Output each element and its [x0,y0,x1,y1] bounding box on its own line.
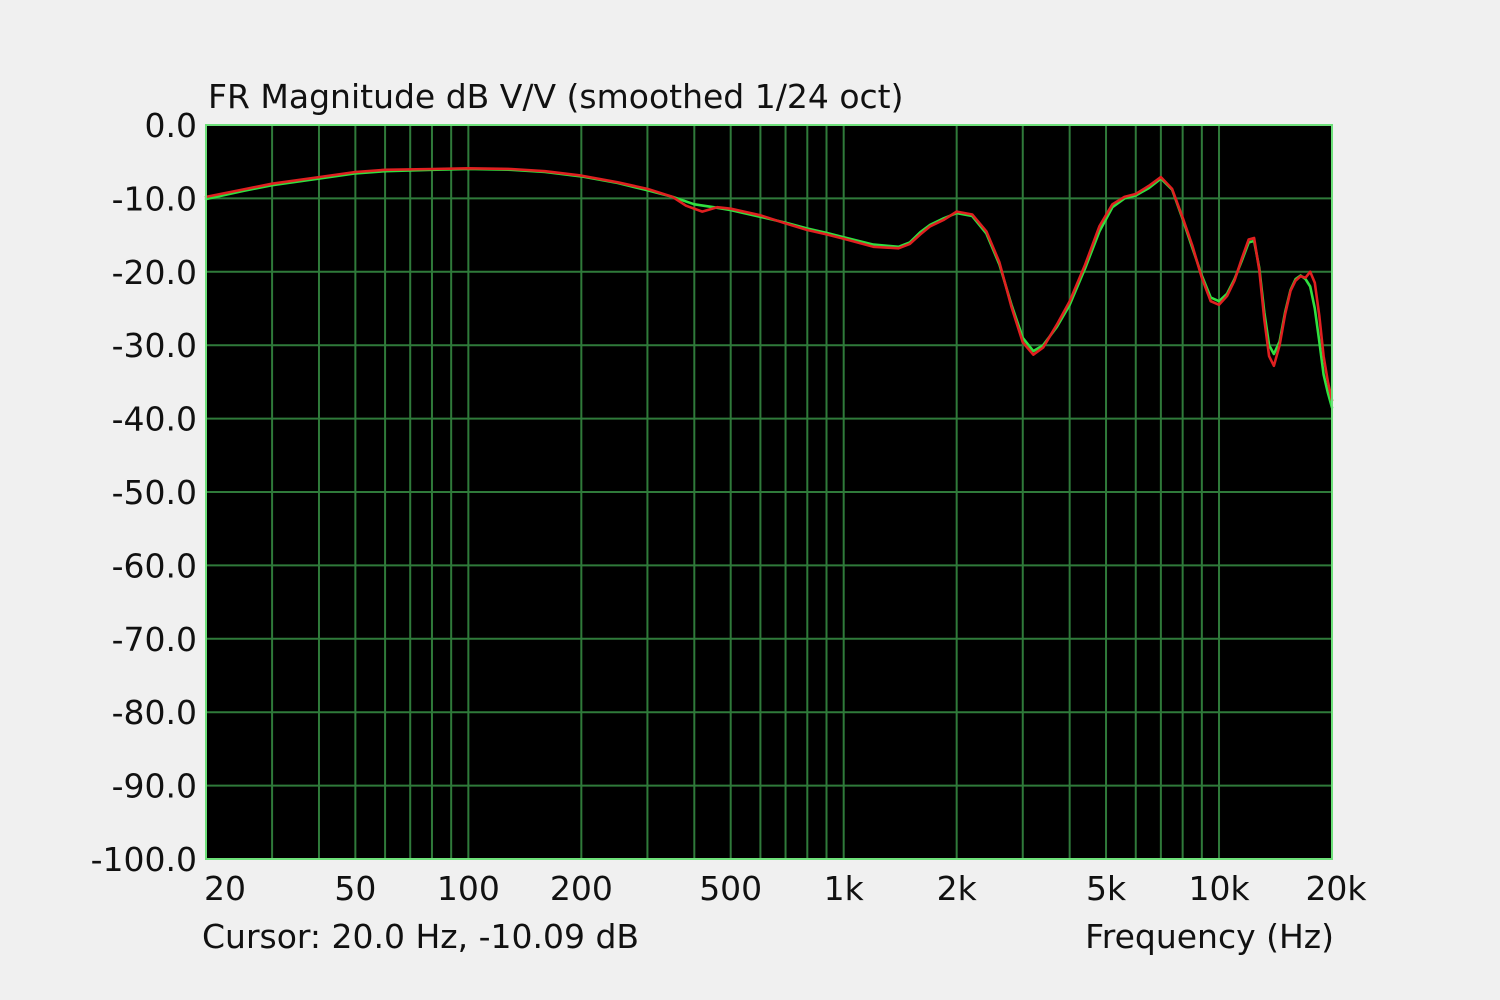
x-tick-label: 5k [1086,869,1127,908]
y-tick-label: -50.0 [112,473,197,512]
grid-lines [205,124,1333,860]
x-axis-label: Frequency (Hz) [1085,917,1334,956]
x-tick-label: 10k [1188,869,1250,908]
y-tick-label: -30.0 [112,326,197,365]
x-tick-label: 100 [437,869,500,908]
y-tick-label: -60.0 [112,546,197,585]
plot-frame [205,124,1333,860]
y-tick-label: -20.0 [112,253,197,292]
x-tick-labels: 20 50 100 200 500 1k 2k 5k 10k 20k [204,869,1367,908]
x-tick-label: 1k [824,869,865,908]
series-layer [204,167,1334,409]
y-tick-label: -10.0 [112,179,197,218]
x-tick-label: 500 [699,869,762,908]
y-tick-label: 0.0 [145,106,197,145]
y-tick-label: -90.0 [112,767,197,806]
y-tick-label: -80.0 [112,693,197,732]
cursor-readout: Cursor: 20.0 Hz, -10.09 dB [202,917,639,956]
y-tick-labels: 0.0 -10.0 -20.0 -30.0 -40.0 -50.0 -60.0 -70.0 -8… [91,106,197,879]
x-tick-label: 20 [204,869,246,908]
y-tick-label: -100.0 [91,840,197,879]
x-tick-label: 200 [550,869,613,908]
y-tick-label: -40.0 [112,400,197,439]
x-tick-label: 20k [1305,869,1367,908]
chart-title: FR Magnitude dB V/V (smoothed 1/24 oct) [208,77,903,116]
x-tick-label: 2k [937,869,978,908]
x-tick-label: 50 [334,869,376,908]
y-tick-label: -70.0 [112,620,197,659]
series-line-2 [204,167,1334,402]
